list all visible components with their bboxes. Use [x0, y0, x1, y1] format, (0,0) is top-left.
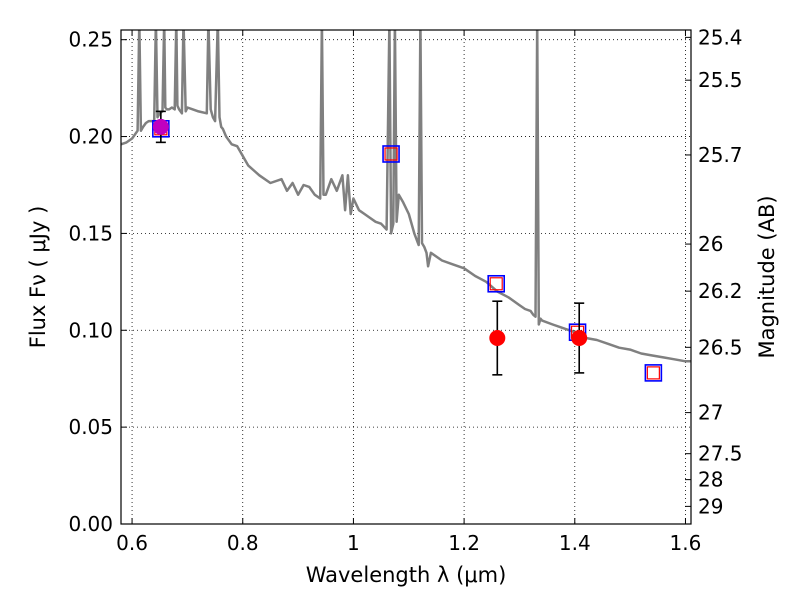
- observed-point: [152, 118, 169, 135]
- y2-axis-title: Magnitude (AB): [755, 195, 779, 358]
- y-tick-label: 0.00: [68, 512, 113, 536]
- model-square-marker: [487, 274, 506, 293]
- y2-tick-label: 28: [698, 468, 723, 492]
- y2-tick-label: 27: [698, 401, 723, 425]
- y2-tick-label: 26.5: [698, 335, 743, 359]
- x-tick-label: 1.2: [448, 531, 480, 555]
- model-square-marker: [382, 145, 400, 163]
- y2-tick-label: 26.2: [698, 279, 743, 303]
- y2-tick-label: 26: [698, 232, 723, 256]
- y2-tick-label: 25.7: [698, 143, 743, 167]
- grid-lines: [121, 30, 691, 524]
- model-square-inner-marker: [489, 277, 503, 291]
- x-tick-label: 1.4: [559, 531, 591, 555]
- y-tick-label: 0.10: [68, 318, 113, 342]
- y-tick-label: 0.20: [68, 125, 113, 149]
- plot-frame: [120, 29, 692, 525]
- marker-layer: [152, 110, 663, 382]
- data-layer: [121, 30, 691, 363]
- x-axis-title: Wavelength λ (μm): [306, 563, 507, 587]
- x-tick-label: 1.6: [670, 531, 702, 555]
- model-square-inner-marker: [646, 366, 660, 380]
- model-square-inner-marker: [384, 147, 398, 161]
- y-axis-title: Flux Fν ( μJy ): [26, 206, 50, 349]
- y2-tick-label: 27.5: [698, 442, 743, 466]
- x-tick-label: 0.6: [116, 531, 148, 555]
- y-tick-label: 0.15: [68, 221, 113, 245]
- y-tick-label: 0.25: [68, 28, 113, 52]
- spectrum-line: [121, 30, 691, 363]
- x-tick-label: 1: [347, 531, 360, 555]
- tick-labels: 0.6 0.8 1 1.2 1.4 1.6 0.00 0.05 0.10 0.15 0.20 0.25…: [68, 25, 742, 555]
- model-square-marker: [644, 364, 663, 382]
- y2-tick-label: 25.4: [698, 25, 743, 49]
- observed-point: [489, 330, 506, 347]
- y2-tick-label: 29: [698, 494, 723, 518]
- tick-marks: [121, 30, 691, 525]
- observed-point: [571, 330, 588, 347]
- y2-tick-label: 25.5: [698, 68, 743, 92]
- x-tick-label: 0.8: [227, 531, 259, 555]
- y-tick-label: 0.05: [68, 415, 113, 439]
